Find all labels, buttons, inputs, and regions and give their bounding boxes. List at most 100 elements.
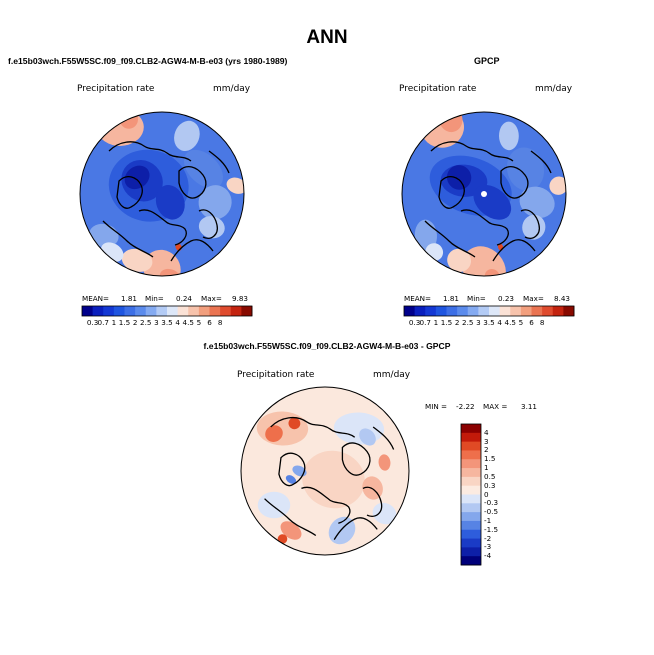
diff-colorbar-tick-label: 0.3 xyxy=(484,480,496,490)
diff-colorbar-swatch xyxy=(461,529,481,539)
obs-colorbar-swatch xyxy=(510,306,522,316)
obs-coastline xyxy=(500,165,529,199)
case-field-patch xyxy=(174,120,200,151)
obs-polar-map xyxy=(401,111,567,277)
obs-colorbar-swatch xyxy=(425,306,437,316)
obs-colorbar xyxy=(403,305,575,317)
case-coastline xyxy=(170,239,214,262)
obs-coastline xyxy=(530,150,552,174)
case-colorbar-swatch xyxy=(241,306,253,316)
obs-field-patch xyxy=(499,121,519,151)
case-coastline xyxy=(102,220,154,258)
obs-colorbar-swatch xyxy=(563,306,575,316)
case-colorbar-swatch xyxy=(103,306,115,316)
diff-field-patch xyxy=(302,450,365,509)
diff-coastline xyxy=(362,486,383,517)
obs-colorbar-tick-label: 0.3 xyxy=(408,318,421,327)
diff-colorbar-swatch xyxy=(461,485,481,495)
obs-colorbar-tick-label: 6 xyxy=(529,318,534,327)
diff-colorbar-tick-label: -0.3 xyxy=(484,498,499,508)
page-title: ANN xyxy=(306,27,348,48)
diff-field-patch xyxy=(285,475,297,484)
obs-colorbar-swatch xyxy=(404,306,416,316)
diff-colorbar xyxy=(460,423,482,566)
obs-colorbar-tick-label: 2.5 xyxy=(462,318,474,327)
case-colorbar xyxy=(81,305,253,317)
diff-field-patch xyxy=(277,534,288,544)
diff-colorbar-tick-label: 1.5 xyxy=(484,454,496,464)
obs-colorbar-swatch xyxy=(467,306,479,316)
diff-coastline xyxy=(341,442,371,476)
diff-colorbar-swatch xyxy=(461,441,481,451)
diff-colorbar-tick-label: 4 xyxy=(484,427,489,437)
obs-colorbar-tick-label: 4 xyxy=(497,318,502,327)
diff-colorbar-tick-label: -2 xyxy=(484,533,492,543)
obs-colorbar-swatch xyxy=(499,306,511,316)
obs-min-label: Min= xyxy=(467,294,486,303)
case-coastline xyxy=(178,165,207,199)
obs-max-value: 8.43 xyxy=(554,294,571,303)
case-mean-label: MEAN= xyxy=(82,294,110,303)
case-field-patch xyxy=(124,165,150,190)
diff-colorbar-swatch xyxy=(461,520,481,531)
obs-field-patch xyxy=(446,165,472,190)
diff-map-border xyxy=(240,386,410,556)
diff-colorbar-swatch xyxy=(461,424,481,434)
case-colorbar-swatch xyxy=(220,306,232,316)
obs-variable-label: Precipitation rate xyxy=(399,84,477,94)
diff-colorbar-swatch xyxy=(461,512,481,522)
diff-coastline xyxy=(278,452,306,487)
case-max-value: 9.83 xyxy=(232,294,249,303)
case-coastline xyxy=(208,150,230,174)
case-units-label: mm/day xyxy=(213,84,251,94)
case-coastline xyxy=(198,209,218,239)
obs-colorbar-ticks: 0.3 0.7 1 1.5 2 2.5 3 3.5 4 4.5 5 6 8 xyxy=(404,318,574,328)
obs-min-value: 0.23 xyxy=(498,294,515,303)
obs-field-patch xyxy=(549,176,566,195)
case-coastline xyxy=(138,209,187,246)
diff-variable-label: Precipitation rate xyxy=(237,370,315,380)
diff-field-patch xyxy=(265,425,283,442)
diff-coastline xyxy=(301,486,351,524)
obs-field-patch xyxy=(484,268,500,276)
diff-colorbar-tick-label: -3 xyxy=(484,542,492,552)
diff-colorbar-swatch xyxy=(461,547,481,557)
case-colorbar-swatch xyxy=(167,306,179,316)
diff-field-patch xyxy=(372,502,397,525)
obs-coastline xyxy=(430,141,514,162)
case-field-patch xyxy=(121,248,153,272)
case-colorbar-swatch xyxy=(198,306,210,316)
obs-coastline xyxy=(438,175,465,209)
case-colorbar-frame xyxy=(81,305,253,317)
diff-coastline xyxy=(270,416,356,438)
diff-colorbar-swatch xyxy=(461,538,481,548)
case-colorbar-tick-label: 1 xyxy=(111,318,117,327)
obs-colorbar-swatch xyxy=(457,306,469,316)
case-colorbar-tick-label: 3.5 xyxy=(161,318,173,327)
case-map-border xyxy=(79,111,245,277)
obs-max-label: Max= xyxy=(523,294,544,303)
diff-colorbar-tick-label: 1 xyxy=(484,463,489,473)
case-colorbar-swatch xyxy=(124,306,136,316)
diff-colorbar-tick-label: -0.5 xyxy=(484,507,499,517)
diff-field-patch xyxy=(359,428,376,446)
diff-field-patch xyxy=(288,417,301,430)
obs-colorbar-swatch xyxy=(435,306,447,316)
case-coastline xyxy=(108,141,192,162)
case-variable-label: Precipitation rate xyxy=(77,84,155,94)
obs-units-label: mm/day xyxy=(535,84,573,94)
obs-field-patch xyxy=(522,214,546,240)
diff-colorbar-tick-label: -1 xyxy=(484,515,492,525)
obs-coastline xyxy=(460,209,509,246)
case-coastline xyxy=(116,175,143,209)
diff-colorbar-swatch xyxy=(461,468,481,478)
diff-coastline xyxy=(372,426,395,450)
diff-colorbar-swatch xyxy=(461,556,481,566)
case-colorbar-swatch xyxy=(209,306,221,316)
case-field-patch xyxy=(183,149,224,189)
diff-field-patch xyxy=(378,454,391,471)
obs-colorbar-swatch xyxy=(552,306,564,316)
case-colorbar-swatch xyxy=(92,306,104,316)
diff-coastline xyxy=(264,498,317,537)
diff-colorbar-swatch xyxy=(461,476,481,487)
